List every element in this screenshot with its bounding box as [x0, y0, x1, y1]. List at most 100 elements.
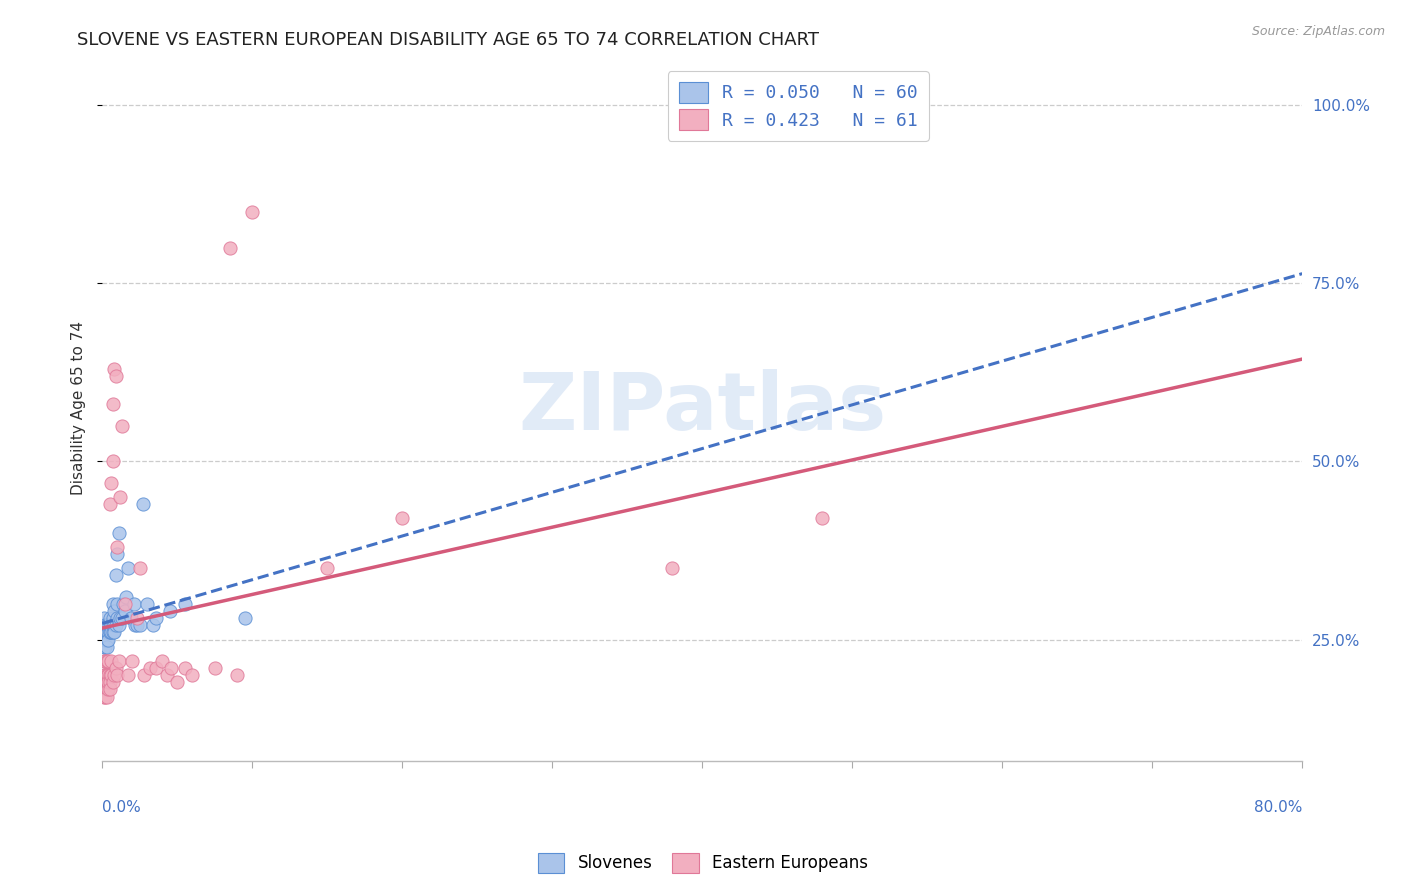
Point	[117, 561, 139, 575]
Point	[93, 668, 115, 682]
Point	[101, 618, 124, 632]
Legend: R = 0.050   N = 60, R = 0.423   N = 61: R = 0.050 N = 60, R = 0.423 N = 61	[668, 71, 928, 141]
Point	[97, 675, 120, 690]
Point	[100, 618, 122, 632]
Point	[96, 690, 118, 704]
Point	[122, 597, 145, 611]
Point	[145, 611, 167, 625]
Point	[98, 682, 121, 697]
Point	[111, 418, 134, 433]
Point	[100, 625, 122, 640]
Point	[97, 618, 120, 632]
Point	[125, 618, 148, 632]
Point	[94, 625, 117, 640]
Point	[145, 661, 167, 675]
Text: 80.0%: 80.0%	[1254, 799, 1302, 814]
Point	[115, 590, 138, 604]
Point	[166, 675, 188, 690]
Point	[94, 682, 117, 697]
Point	[101, 597, 124, 611]
Point	[104, 368, 127, 383]
Point	[96, 682, 118, 697]
Text: SLOVENE VS EASTERN EUROPEAN DISABILITY AGE 65 TO 74 CORRELATION CHART: SLOVENE VS EASTERN EUROPEAN DISABILITY A…	[77, 31, 820, 49]
Point	[97, 682, 120, 697]
Point	[96, 625, 118, 640]
Point	[108, 611, 131, 625]
Point	[96, 654, 118, 668]
Point	[103, 361, 125, 376]
Point	[96, 675, 118, 690]
Point	[661, 561, 683, 575]
Point	[117, 668, 139, 682]
Point	[104, 661, 127, 675]
Point	[103, 668, 125, 682]
Point	[104, 568, 127, 582]
Point	[97, 654, 120, 668]
Point	[204, 661, 226, 675]
Point	[101, 675, 124, 690]
Point	[226, 668, 249, 682]
Point	[94, 668, 117, 682]
Point	[107, 654, 129, 668]
Point	[101, 397, 124, 411]
Point	[105, 547, 128, 561]
Text: Source: ZipAtlas.com: Source: ZipAtlas.com	[1251, 25, 1385, 38]
Point	[98, 497, 121, 511]
Point	[391, 511, 413, 525]
Point	[181, 668, 204, 682]
Point	[94, 675, 117, 690]
Point	[96, 632, 118, 647]
Point	[93, 618, 115, 632]
Point	[218, 241, 240, 255]
Point	[114, 597, 136, 611]
Point	[94, 632, 117, 647]
Point	[134, 668, 156, 682]
Point	[103, 618, 125, 632]
Point	[104, 618, 127, 632]
Point	[105, 597, 128, 611]
Point	[108, 490, 131, 504]
Point	[96, 625, 118, 640]
Point	[811, 511, 834, 525]
Point	[98, 625, 121, 640]
Point	[94, 632, 117, 647]
Point	[128, 561, 150, 575]
Point	[94, 654, 117, 668]
Point	[94, 618, 117, 632]
Point	[107, 618, 129, 632]
Point	[93, 640, 115, 654]
Point	[94, 640, 117, 654]
Point	[159, 604, 181, 618]
Point	[160, 661, 183, 675]
Point	[94, 675, 117, 690]
Point	[100, 654, 122, 668]
Point	[124, 618, 146, 632]
Point	[93, 632, 115, 647]
Point	[97, 668, 120, 682]
Point	[100, 475, 122, 490]
Legend: Slovenes, Eastern Europeans: Slovenes, Eastern Europeans	[531, 847, 875, 880]
Point	[93, 611, 115, 625]
Point	[97, 632, 120, 647]
Point	[173, 661, 195, 675]
Point	[96, 640, 118, 654]
Point	[121, 654, 143, 668]
Point	[112, 597, 135, 611]
Point	[105, 540, 128, 554]
Point	[100, 618, 122, 632]
Point	[103, 604, 125, 618]
Point	[111, 611, 134, 625]
Point	[100, 668, 122, 682]
Point	[101, 625, 124, 640]
Point	[125, 611, 148, 625]
Point	[97, 625, 120, 640]
Point	[316, 561, 339, 575]
Point	[101, 454, 124, 468]
Point	[98, 625, 121, 640]
Point	[103, 625, 125, 640]
Point	[105, 668, 128, 682]
Point	[114, 604, 136, 618]
Point	[107, 525, 129, 540]
Point	[96, 618, 118, 632]
Y-axis label: Disability Age 65 to 74: Disability Age 65 to 74	[72, 321, 86, 495]
